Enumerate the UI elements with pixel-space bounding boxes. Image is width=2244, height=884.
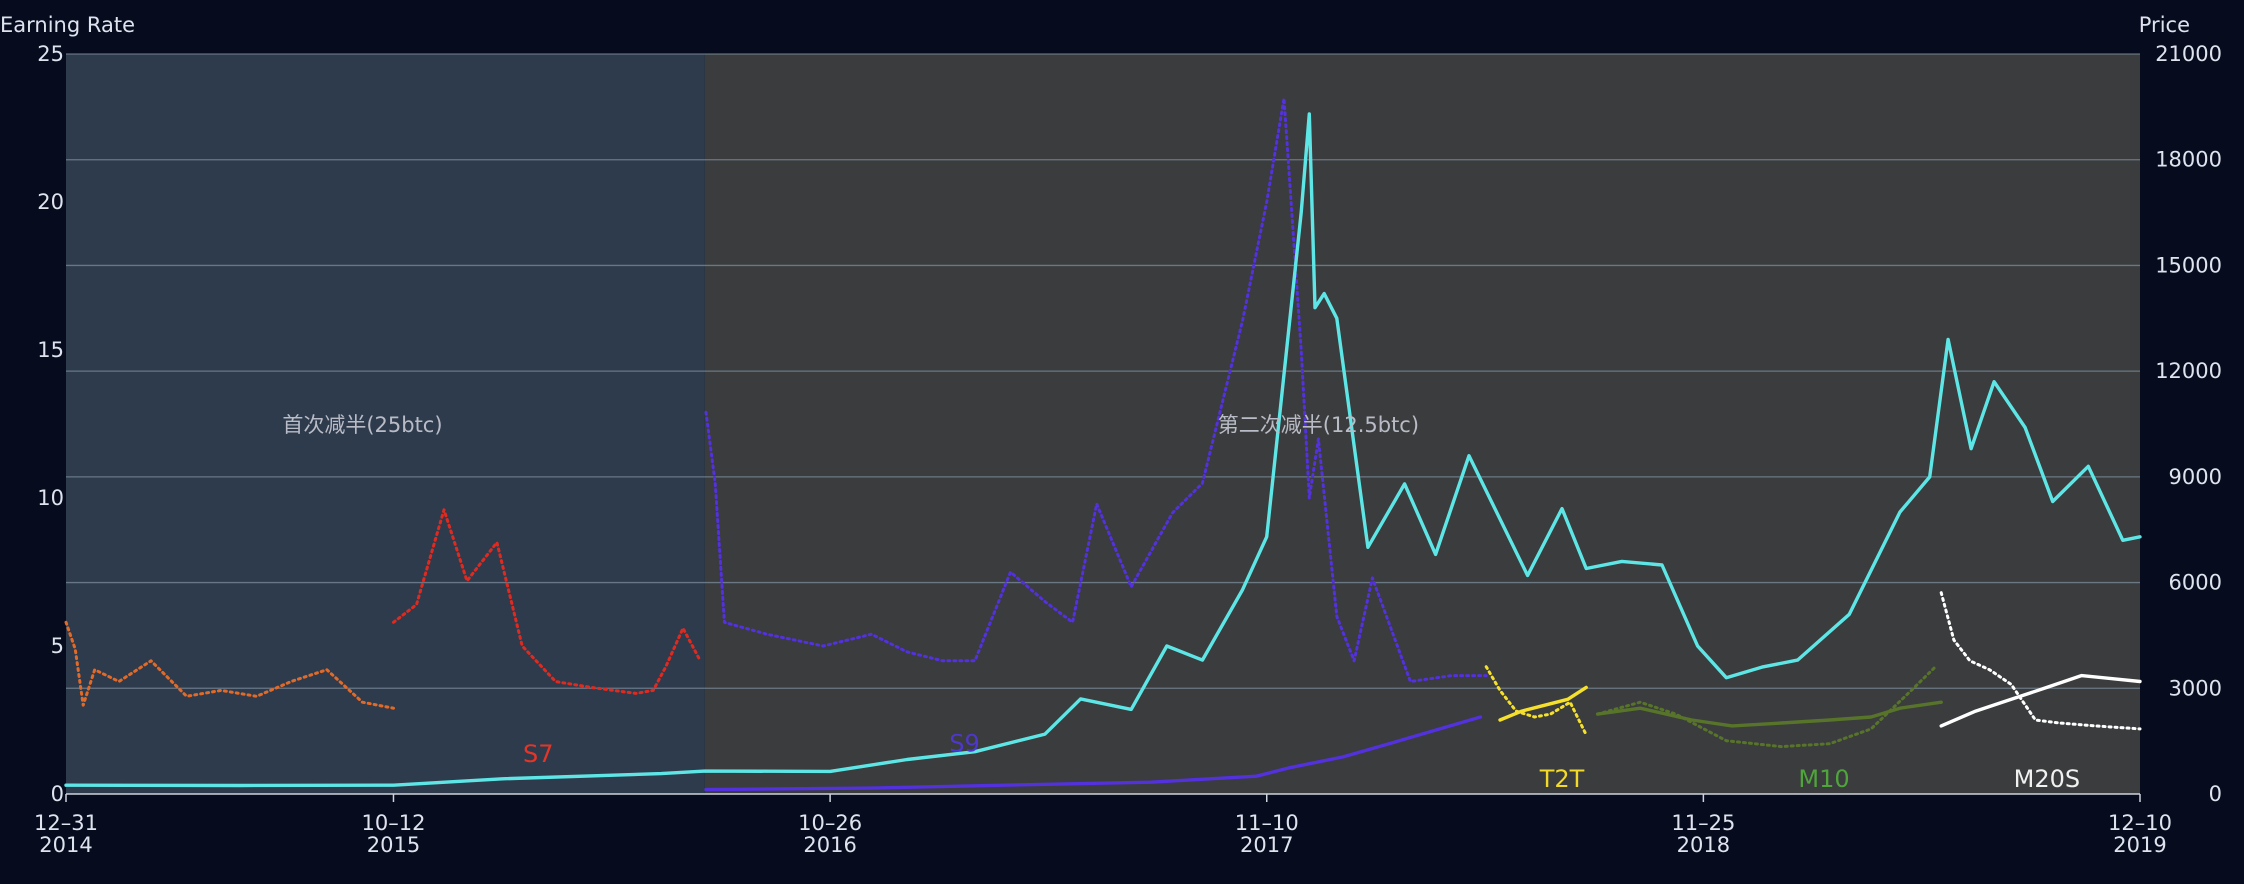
- y-right-tick-label: 21000: [2155, 42, 2222, 66]
- era-label-2: 第二次减半(12.5btc): [1218, 413, 1419, 437]
- y-left-tick-label: 5: [51, 634, 64, 658]
- y-right-tick-label: 9000: [2169, 465, 2222, 489]
- series-label-m10: M10: [1798, 765, 1849, 793]
- series-line-price: [64, 112, 2142, 788]
- horizontal-gridlines: [66, 53, 2140, 689]
- series-label-m20s: M20S: [2014, 765, 2080, 793]
- y-left-tick-label: 20: [37, 190, 64, 214]
- y-right-tick-label: 18000: [2155, 148, 2222, 172]
- y-left-tick-label: 10: [37, 486, 64, 510]
- y-left-axis-title: Earning Rate: [0, 13, 135, 37]
- series-line-m10: [1596, 665, 1937, 749]
- x-tick-year-label: 2014: [39, 833, 92, 857]
- series-line-t2t-cost: [1498, 685, 1588, 722]
- series-label-t2t: T2T: [1539, 765, 1585, 793]
- y-right-tick-label: 3000: [2169, 676, 2222, 700]
- series-line-s9: [704, 96, 1488, 683]
- x-tick-label: 11–10: [1235, 811, 1299, 835]
- era-band-2: [704, 54, 2140, 794]
- y-right-axis-title: Price: [2139, 13, 2190, 37]
- x-tick-year-label: 2017: [1240, 833, 1293, 857]
- series-line-s7: [392, 508, 702, 695]
- era-label-1: 首次减半(25btc): [282, 413, 442, 437]
- x-tick-year-label: 2019: [2113, 833, 2166, 857]
- halving-era-bands: [66, 54, 2140, 794]
- series-line-m10-cost: [1595, 700, 1943, 728]
- y-right-tick-label: 6000: [2169, 571, 2222, 595]
- y-right-tick-label: 15000: [2155, 253, 2222, 277]
- series-label-s9: S9: [949, 730, 980, 758]
- series-line-m20s-cost: [1939, 673, 2142, 728]
- era-band-1: [66, 54, 705, 794]
- y-right-tick-label: 0: [2209, 782, 2222, 806]
- series-line-s9-cost: [704, 715, 1483, 792]
- series-label-s7: S7: [523, 740, 554, 768]
- series-labels: 首次减半(25btc) 第二次减半(12.5btc) S7 S9 T2T M10 M20S: [282, 413, 2080, 793]
- x-tick-label: 12–10: [2108, 811, 2172, 835]
- series-line-m20s: [1939, 591, 2142, 731]
- x-tick-year-label: 2016: [803, 833, 856, 857]
- x-tick-year-label: 2018: [1677, 833, 1730, 857]
- y-left-tick-label: 25: [37, 42, 64, 66]
- series-line-s7-legacy: [64, 620, 395, 710]
- y-left-tick-label: 15: [37, 338, 64, 362]
- x-tick-label: 12–31: [34, 811, 98, 835]
- series-lines: [64, 96, 2142, 792]
- y-left-tick-label: 0: [51, 782, 64, 806]
- y-right-tick-label: 12000: [2155, 359, 2222, 383]
- axes: 0 5 10 15 20 25 0 3000 6000 9000 12000 15000 18000 21…: [34, 42, 2222, 857]
- x-tick-label: 10–12: [361, 811, 425, 835]
- x-tick-year-label: 2015: [367, 833, 420, 857]
- series-line-t2t: [1484, 665, 1588, 737]
- x-tick-label: 11–25: [1671, 811, 1735, 835]
- x-tick-label: 10–26: [798, 811, 862, 835]
